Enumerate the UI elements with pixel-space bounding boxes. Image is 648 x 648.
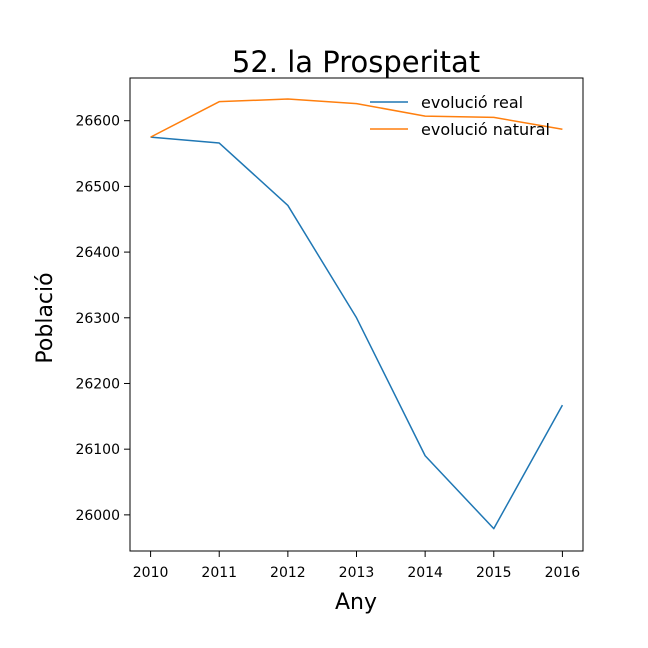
x-tick-label: 2015 bbox=[476, 565, 512, 581]
y-tick-label: 26000 bbox=[75, 508, 120, 524]
x-tick-label: 2014 bbox=[407, 565, 443, 581]
series-line-1 bbox=[150, 136, 564, 530]
x-tick-label: 2012 bbox=[270, 565, 306, 581]
series-line-2 bbox=[150, 98, 563, 138]
x-axis-title: Any bbox=[335, 590, 377, 615]
y-tick-label: 26600 bbox=[75, 114, 120, 130]
y-tick-label: 26400 bbox=[75, 245, 120, 261]
x-tick-label: 2013 bbox=[339, 565, 375, 581]
y-axis: 26000 26100 26200 26300 26400 26500 26600 bbox=[75, 114, 130, 524]
legend: evolució real evolució natural bbox=[370, 93, 550, 139]
chart-title: 52. la Prosperitat bbox=[232, 45, 480, 79]
x-tick-label: 2016 bbox=[545, 565, 581, 581]
legend-label-2: evolució natural bbox=[421, 120, 550, 139]
y-tick-label: 26500 bbox=[75, 179, 120, 195]
x-axis: 2010 2011 2012 2013 2014 2015 2016 bbox=[133, 551, 581, 581]
series-layer bbox=[150, 98, 564, 530]
legend-label-1: evolució real bbox=[421, 93, 523, 112]
y-tick-label: 26200 bbox=[75, 376, 120, 392]
x-tick-label: 2010 bbox=[133, 565, 169, 581]
y-tick-label: 26300 bbox=[75, 311, 120, 327]
y-axis-title: Població bbox=[33, 272, 58, 363]
y-tick-label: 26100 bbox=[75, 442, 120, 458]
x-tick-label: 2011 bbox=[201, 565, 237, 581]
